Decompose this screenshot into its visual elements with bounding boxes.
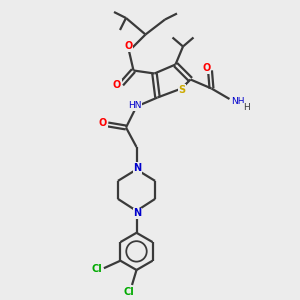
Text: O: O xyxy=(124,41,133,51)
Text: O: O xyxy=(113,80,121,90)
Text: H: H xyxy=(243,103,249,112)
Text: Cl: Cl xyxy=(124,286,134,297)
Text: Cl: Cl xyxy=(92,264,103,274)
Text: N: N xyxy=(133,163,142,173)
Text: N: N xyxy=(133,208,142,218)
Text: O: O xyxy=(202,63,211,73)
Text: HN: HN xyxy=(128,101,142,110)
Text: S: S xyxy=(178,85,186,95)
Text: NH: NH xyxy=(231,97,245,106)
Text: O: O xyxy=(99,118,107,128)
